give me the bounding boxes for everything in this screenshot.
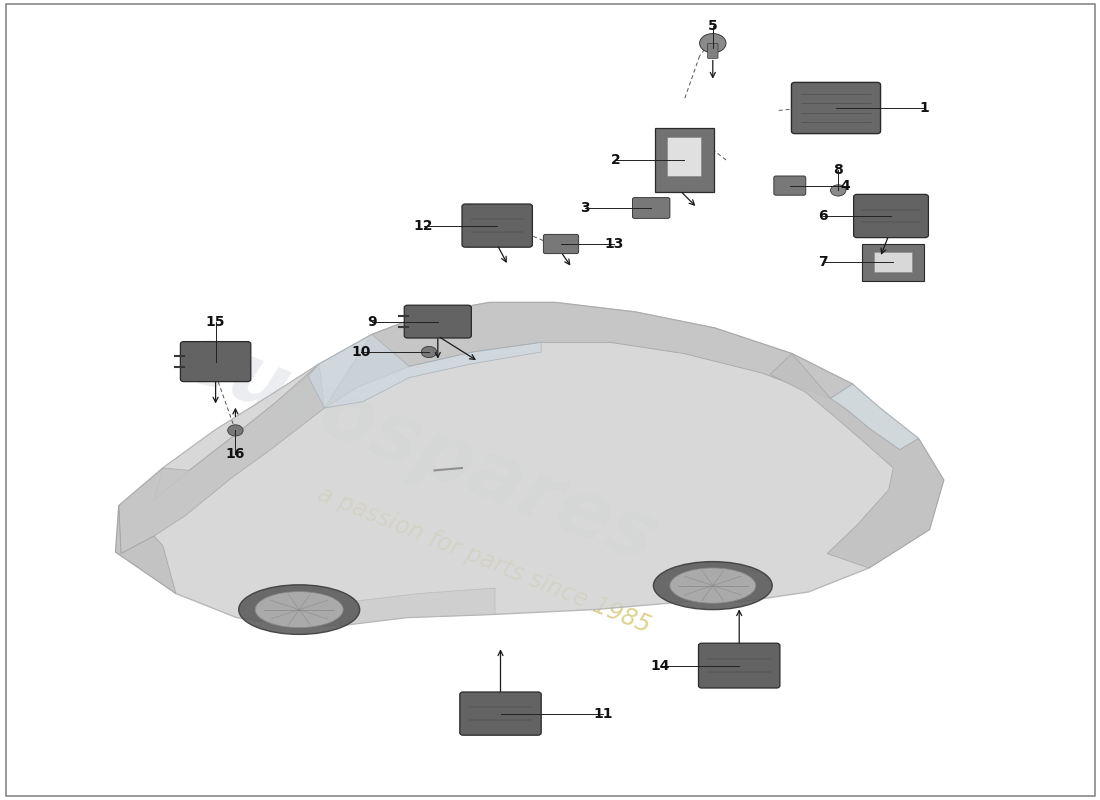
FancyBboxPatch shape bbox=[462, 204, 532, 247]
FancyBboxPatch shape bbox=[667, 138, 702, 176]
Text: 9: 9 bbox=[367, 314, 376, 329]
Text: 4: 4 bbox=[840, 178, 849, 193]
Circle shape bbox=[700, 34, 726, 53]
Text: 3: 3 bbox=[581, 201, 590, 215]
FancyBboxPatch shape bbox=[774, 176, 805, 195]
Text: 5: 5 bbox=[708, 18, 717, 33]
FancyBboxPatch shape bbox=[405, 305, 471, 338]
Text: 12: 12 bbox=[414, 218, 433, 233]
Polygon shape bbox=[770, 354, 944, 568]
FancyBboxPatch shape bbox=[707, 43, 718, 58]
Polygon shape bbox=[830, 384, 918, 450]
FancyBboxPatch shape bbox=[862, 244, 924, 281]
Text: a passion for parts since 1985: a passion for parts since 1985 bbox=[315, 482, 653, 638]
Text: 6: 6 bbox=[818, 209, 827, 223]
Text: 8: 8 bbox=[834, 162, 843, 177]
FancyBboxPatch shape bbox=[460, 692, 541, 735]
Polygon shape bbox=[154, 364, 319, 500]
FancyBboxPatch shape bbox=[543, 234, 579, 254]
FancyBboxPatch shape bbox=[854, 194, 928, 238]
Text: eurospares: eurospares bbox=[167, 317, 669, 579]
Polygon shape bbox=[324, 588, 495, 626]
FancyBboxPatch shape bbox=[874, 252, 912, 273]
Polygon shape bbox=[116, 506, 176, 594]
Circle shape bbox=[228, 425, 243, 436]
Text: 10: 10 bbox=[351, 345, 371, 359]
Polygon shape bbox=[324, 302, 852, 408]
Ellipse shape bbox=[255, 592, 343, 627]
FancyBboxPatch shape bbox=[654, 128, 714, 191]
Polygon shape bbox=[116, 302, 944, 626]
FancyBboxPatch shape bbox=[792, 82, 880, 134]
FancyBboxPatch shape bbox=[698, 643, 780, 688]
FancyBboxPatch shape bbox=[180, 342, 251, 382]
Text: 15: 15 bbox=[206, 314, 225, 329]
Ellipse shape bbox=[670, 568, 756, 603]
Ellipse shape bbox=[239, 585, 360, 634]
Text: 2: 2 bbox=[612, 153, 620, 167]
Text: 14: 14 bbox=[650, 658, 670, 673]
Text: 13: 13 bbox=[604, 237, 624, 251]
Polygon shape bbox=[119, 364, 324, 554]
Text: 1: 1 bbox=[920, 101, 928, 115]
FancyBboxPatch shape bbox=[632, 198, 670, 218]
Text: 16: 16 bbox=[226, 447, 245, 462]
Circle shape bbox=[421, 346, 437, 358]
Circle shape bbox=[830, 185, 846, 196]
Text: 7: 7 bbox=[818, 255, 827, 270]
Ellipse shape bbox=[653, 562, 772, 610]
Text: 11: 11 bbox=[593, 706, 613, 721]
Polygon shape bbox=[308, 334, 541, 408]
